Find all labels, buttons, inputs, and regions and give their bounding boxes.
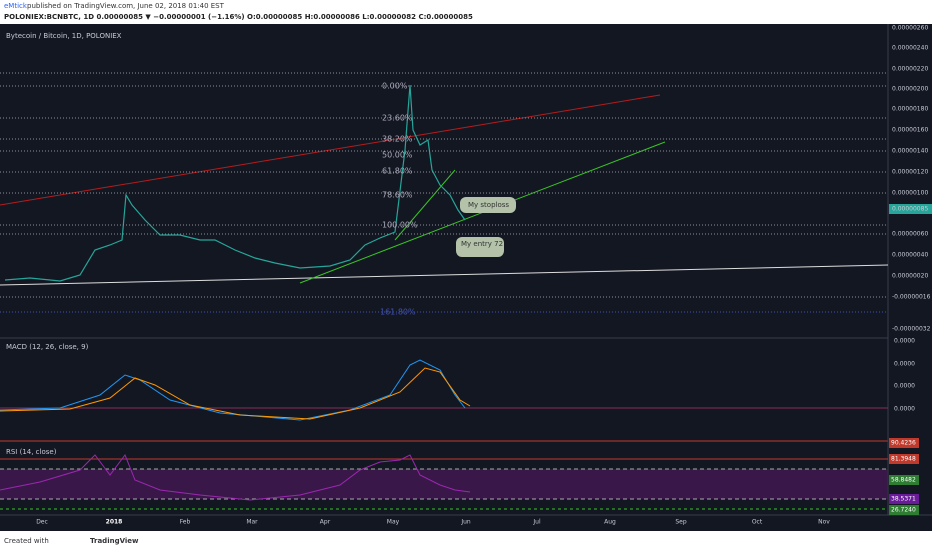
- time-label: Feb: [180, 519, 191, 526]
- macd-label: 0.0000: [894, 383, 915, 390]
- price-label: 0.00000100: [892, 190, 928, 197]
- time-label: Jul: [532, 519, 541, 526]
- trend-line: [394, 169, 456, 241]
- rsi-label: 38.5371: [891, 496, 916, 503]
- price-label: 0.00000020: [892, 273, 928, 280]
- callout: [456, 237, 504, 257]
- rsi-label-box: [889, 505, 919, 515]
- fib-label: 50.00%: [382, 151, 413, 160]
- fib-label: 61.80%: [382, 167, 413, 176]
- price-label: 0.00000160: [892, 127, 928, 134]
- price-label: 0.00000060: [892, 231, 928, 238]
- callout: [460, 197, 516, 213]
- time-label: 2018: [106, 519, 123, 526]
- price-label: 0.00000220: [892, 66, 928, 73]
- footer-bar: [0, 531, 932, 550]
- price-label: -0.00000016: [892, 294, 931, 301]
- author[interactable]: eMtick: [4, 2, 28, 10]
- header-bar: [0, 0, 932, 24]
- price-label: 0.00000180: [892, 106, 928, 113]
- macd-label: 0.0000: [894, 406, 915, 413]
- fib-label: 161.80%: [380, 308, 416, 317]
- time-label: Mar: [246, 519, 258, 526]
- time-label: Oct: [752, 519, 763, 526]
- fib-label: 23.60%: [382, 114, 413, 123]
- macd-title: MACD (12, 26, close, 9): [6, 343, 89, 351]
- trend-line: [0, 94, 661, 206]
- price-path: [4, 84, 466, 282]
- rsi-label-box: [889, 475, 919, 485]
- main-title: Bytecoin / Bitcoin, 1D, POLONIEX: [6, 32, 122, 40]
- price-label: 0.00000200: [892, 86, 928, 93]
- price-label: 0.00000140: [892, 148, 928, 155]
- signal-line: [0, 367, 471, 420]
- time-label: Sep: [675, 519, 687, 526]
- price-label: 0.00000085: [892, 206, 928, 213]
- rsi-label-box: [889, 438, 919, 448]
- trend-line: [0, 264, 889, 286]
- macd-line: [0, 359, 466, 421]
- footer-created: Created with: [4, 537, 49, 545]
- rsi-label-box: [889, 454, 919, 464]
- rsi-line: [0, 453, 471, 501]
- rsi-label: 90.4236: [891, 440, 916, 447]
- callout-text: My entry 72: [461, 240, 503, 248]
- time-label: Jun: [460, 519, 471, 526]
- fib-label: 0.00%: [382, 82, 408, 91]
- time-label: Apr: [320, 519, 331, 526]
- rsi-title: RSI (14, close): [6, 448, 57, 456]
- macd-label: 0.0000: [894, 338, 915, 345]
- time-label: Nov: [818, 519, 830, 526]
- footer-brand[interactable]: TradingView: [90, 537, 139, 545]
- fib-label: 38.20%: [382, 135, 413, 144]
- price-label: 0.00000120: [892, 169, 928, 176]
- macd-label: 0.0000: [894, 361, 915, 368]
- ticker: POLONIEX:BCNBTC, 1D 0.00000085 ▼ −0.0000…: [4, 13, 473, 21]
- time-label: May: [387, 519, 400, 526]
- rsi-label-box: [889, 494, 919, 504]
- fib-label: 100.00%: [382, 221, 418, 230]
- rsi-label: 81.3948: [891, 456, 916, 463]
- current-price-box: [889, 204, 932, 214]
- callout-text: My stoploss: [468, 201, 509, 209]
- fib-label: 78.60%: [382, 191, 413, 200]
- price-label: -0.00000032: [892, 326, 931, 333]
- rsi-band: [0, 469, 888, 499]
- rsi-label: 58.8482: [891, 477, 916, 484]
- price-label: 0.00000240: [892, 45, 928, 52]
- price-label: 0.00000040: [892, 252, 928, 259]
- time-label: Dec: [36, 519, 48, 526]
- rsi-label: 26.7240: [891, 507, 916, 514]
- time-label: Aug: [604, 519, 616, 526]
- price-label: 0.00000260: [892, 25, 928, 32]
- published: published on TradingView.com, June 02, 2…: [27, 2, 225, 10]
